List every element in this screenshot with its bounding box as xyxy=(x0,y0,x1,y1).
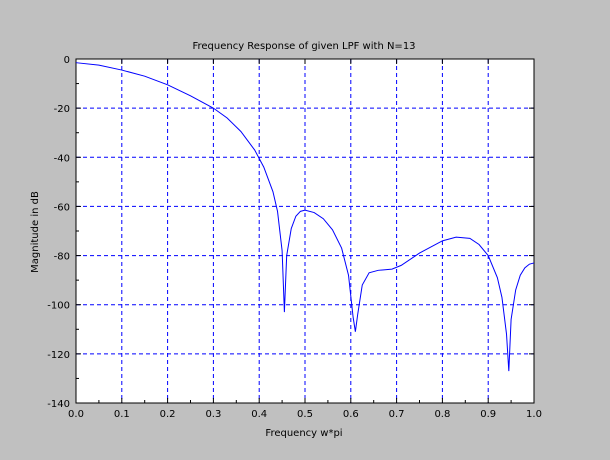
x-tick-label: 0.4 xyxy=(251,409,267,420)
x-tick-label: 0.1 xyxy=(114,409,130,420)
x-tick-label: 0.2 xyxy=(160,409,176,420)
y-tick-label: -40 xyxy=(54,153,70,164)
x-axis-label: Frequency w*pi xyxy=(265,428,342,439)
x-tick-label: 0.7 xyxy=(389,409,405,420)
x-tick-labels: 0.0 0.1 0.2 0.3 0.4 0.5 0.6 0.7 0.8 0.9 1.0 xyxy=(68,409,542,420)
y-tick-label: -140 xyxy=(47,399,70,410)
series-line xyxy=(75,62,535,372)
y-tick-label: -120 xyxy=(47,350,70,361)
grid-lines xyxy=(76,59,534,403)
y-tick-label: -80 xyxy=(54,252,70,263)
y-tick-labels: 0 -20 -40 -60 -80 -100 -120 -140 xyxy=(47,55,70,410)
x-tick-label: 1.0 xyxy=(526,409,542,420)
x-tick-label: 0.6 xyxy=(343,409,359,420)
plot-frame xyxy=(75,58,535,404)
x-tick-label: 0.3 xyxy=(205,409,221,420)
x-tick-label: 0.5 xyxy=(297,409,313,420)
y-tick-label: -60 xyxy=(54,202,70,213)
x-tick-label: 0.9 xyxy=(480,409,496,420)
y-tick-label: -20 xyxy=(54,104,70,115)
x-tick-label: 0.0 xyxy=(68,409,84,420)
x-tick-label: 0.8 xyxy=(434,409,450,420)
y-tick-label: 0 xyxy=(64,55,70,66)
chart-title: Frequency Response of given LPF with N=1… xyxy=(192,41,415,52)
y-axis-label: Magnitude in dB xyxy=(30,191,41,273)
y-tick-label: -100 xyxy=(47,301,70,312)
